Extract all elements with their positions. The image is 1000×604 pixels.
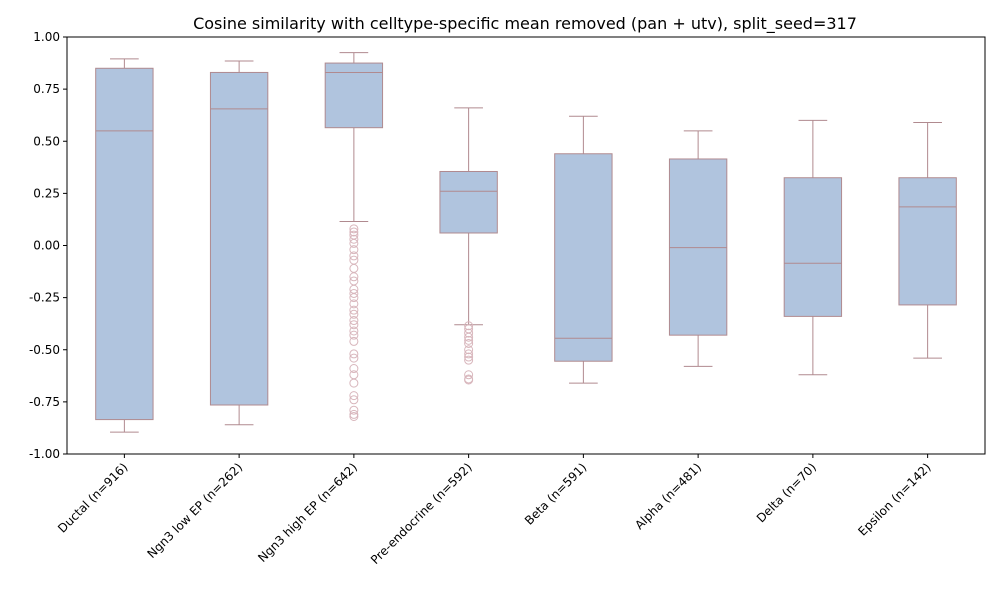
box	[898, 177, 957, 306]
box-group	[324, 52, 384, 421]
outlier-point	[464, 338, 474, 348]
outlier-point	[349, 293, 359, 303]
outlier-point	[349, 349, 359, 359]
outlier-point	[464, 332, 474, 342]
outlier-point	[349, 234, 359, 244]
outlier-point	[464, 345, 474, 355]
outlier-point	[464, 355, 474, 365]
x-tick-label: Epsilon (n=142)	[855, 460, 933, 538]
box-group	[554, 115, 613, 384]
box	[439, 170, 498, 234]
box	[324, 62, 384, 129]
outlier-point	[349, 251, 359, 261]
outlier-point	[349, 309, 359, 319]
x-tick-label: Delta (n=70)	[754, 460, 819, 525]
outlier-point	[464, 352, 474, 362]
outlier-point	[349, 364, 359, 374]
plot-area	[95, 52, 957, 433]
outlier-point	[349, 411, 359, 421]
outlier-point	[349, 370, 359, 380]
outlier-point	[349, 272, 359, 282]
outlier-point	[349, 320, 359, 330]
box	[209, 71, 269, 406]
outlier-point	[349, 405, 359, 415]
outlier-point	[349, 238, 359, 248]
box-group	[209, 60, 269, 426]
box-group	[783, 119, 843, 376]
y-tick-label: -0.50	[29, 343, 60, 357]
outlier-point	[349, 305, 359, 315]
outlier-point	[464, 375, 474, 385]
outlier-point	[349, 224, 359, 234]
box-group	[95, 58, 154, 433]
outlier-point	[349, 227, 359, 237]
x-tick-label: Alpha (n=481)	[632, 460, 704, 532]
chart-title: Cosine similarity with celltype-specific…	[193, 14, 857, 34]
outlier-point	[349, 299, 359, 309]
outlier-point	[349, 316, 359, 326]
x-tick-label: Ngn3 low EP (n=262)	[144, 460, 245, 561]
outlier-point	[349, 391, 359, 401]
outlier-point	[349, 336, 359, 346]
y-tick-label: -0.25	[29, 291, 60, 305]
box	[783, 177, 843, 317]
outlier-point	[464, 335, 474, 345]
x-tick-label: Ductal (n=916)	[55, 460, 130, 535]
y-tick-label: 0.75	[33, 82, 60, 96]
outlier-point	[349, 245, 359, 255]
outlier-point	[349, 378, 359, 388]
y-tick-label: -1.00	[29, 447, 60, 461]
box-group	[439, 107, 498, 385]
box	[554, 153, 613, 362]
outlier-point	[464, 349, 474, 359]
box-group	[668, 130, 728, 367]
outlier-point	[349, 330, 359, 340]
outlier-point	[349, 263, 359, 273]
box	[95, 67, 154, 421]
x-tick-label: Pre-endocrine (n=592)	[368, 460, 475, 567]
outlier-point	[349, 409, 359, 419]
outlier-point	[349, 353, 359, 363]
outlier-point	[464, 370, 474, 380]
outlier-point	[349, 326, 359, 336]
outlier-point	[349, 395, 359, 405]
x-tick-label: Beta (n=591)	[522, 460, 589, 527]
plot-frame	[66, 36, 986, 455]
outlier-point	[349, 288, 359, 298]
outlier-point	[464, 321, 474, 331]
y-tick-label: 0.50	[33, 134, 60, 148]
x-tick-label: Ngn3 high EP (n=642)	[255, 460, 360, 565]
box	[668, 158, 728, 336]
y-tick-label: -0.75	[29, 395, 60, 409]
y-tick-label: 0.25	[33, 186, 60, 200]
y-tick-label: 1.00	[33, 30, 60, 44]
box-group	[898, 121, 957, 359]
y-tick-label: 0.00	[33, 239, 60, 253]
outlier-point	[464, 328, 474, 338]
